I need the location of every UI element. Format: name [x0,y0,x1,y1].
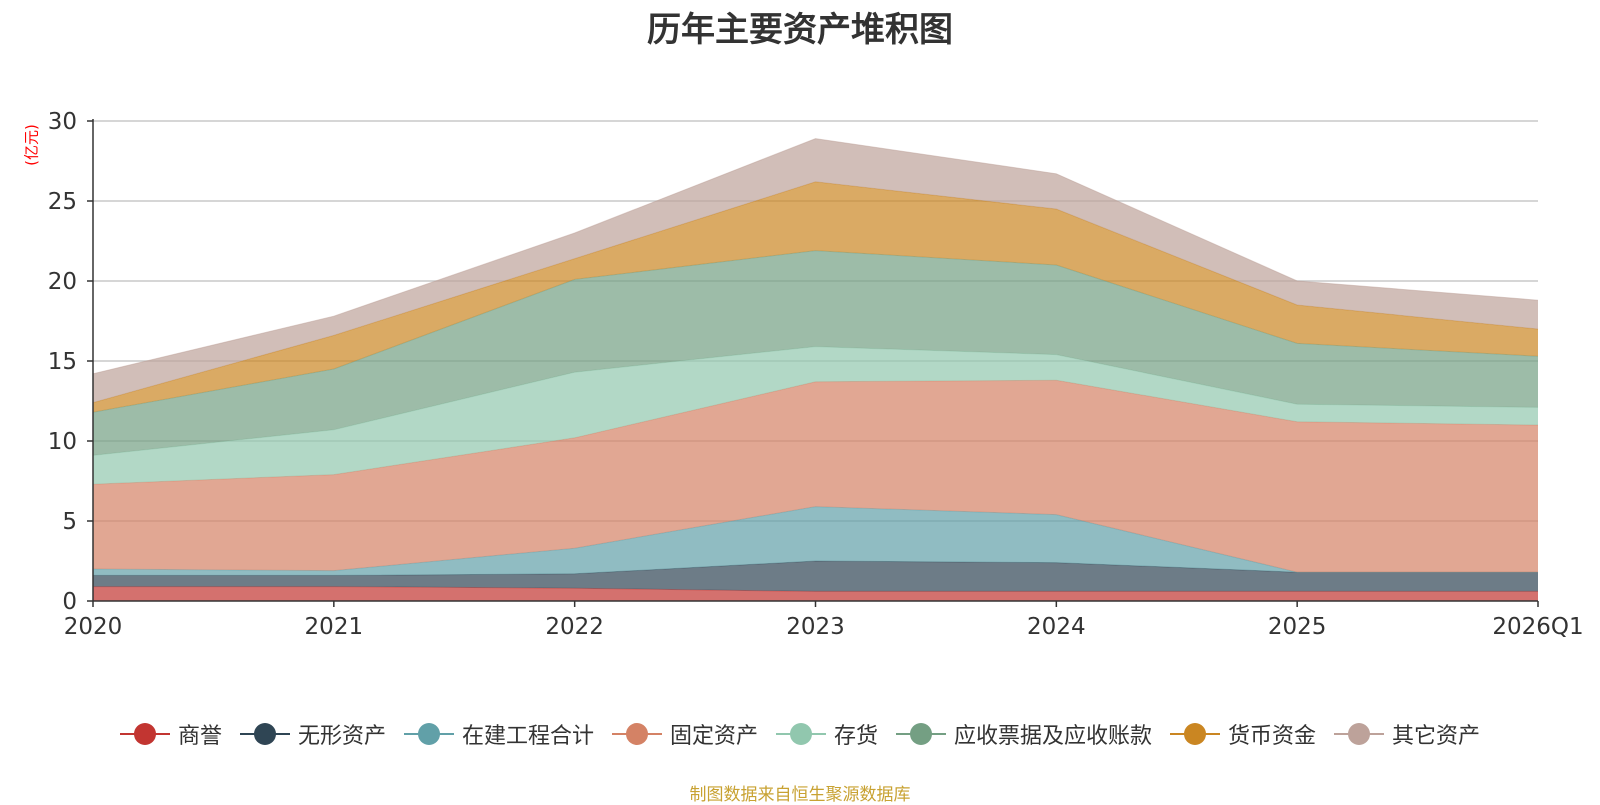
x-tick-label: 2023 [786,614,845,640]
area-series-5 [93,250,1538,456]
legend-marker-icon [239,722,290,746]
legend-marker-icon [1334,722,1385,746]
legend-marker-icon [403,722,454,746]
x-tick-label: 2021 [305,614,364,640]
y-tick-label: 10 [48,429,77,455]
x-tick-label: 2020 [64,614,123,640]
legend-label: 其它资产 [1392,724,1481,749]
area-series-1 [93,561,1538,592]
y-tick-label: 5 [62,509,77,535]
legend-item[interactable]: 无形资产 [239,718,386,750]
area-series-4 [93,346,1538,485]
legend-label: 货币资金 [1228,724,1317,749]
legend-label: 无形资产 [297,724,386,749]
legend-label: 应收票据及应收账款 [954,724,1153,749]
legend-label: 固定资产 [669,724,758,749]
legend-marker-icon [896,722,947,746]
x-tick-label: 2022 [545,614,604,640]
source-note: 制图数据来自恒生聚源数据库 [689,785,911,805]
legend-item[interactable]: 应收票据及应收账款 [896,718,1152,750]
x-tick-label: 2024 [1027,614,1086,640]
x-tick-label: 2025 [1268,614,1327,640]
legend-item[interactable]: 其它资产 [1334,718,1480,750]
area-series-6 [93,181,1538,413]
y-tick-label: 25 [48,189,77,215]
y-axis-unit-label: (亿元) [22,124,41,166]
area-series-7 [93,138,1538,403]
legend-marker-icon [1170,722,1221,746]
legend: 商誉 无形资产 在建工程合计 固定资产 存货 应收票据及应收账款 货币资金 其它资产 [0,716,1600,752]
y-tick-label: 15 [48,349,77,375]
area-series-0 [93,586,1538,601]
area-series-3 [93,380,1538,573]
legend-marker-icon [611,722,662,746]
legend-item[interactable]: 存货 [776,718,878,750]
area-series-2 [93,506,1538,576]
legend-item[interactable]: 固定资产 [611,718,758,750]
legend-label: 在建工程合计 [461,724,594,749]
y-tick-label: 20 [48,269,77,295]
series-line-7 [92,138,1539,375]
legend-label: 存货 [834,724,879,749]
x-tick-label: 2026Q1 [1492,614,1583,640]
legend-label: 商誉 [177,724,222,749]
legend-item[interactable]: 商誉 [119,718,222,750]
legend-item[interactable]: 货币资金 [1170,718,1316,750]
chart-title: 历年主要资产堆积图 [647,10,953,50]
legend-item[interactable]: 在建工程合计 [403,718,594,750]
y-tick-label: 30 [48,109,77,135]
legend-marker-icon [119,722,170,746]
stacked-areas [92,138,1539,601]
y-tick-label: 0 [62,589,77,615]
legend-marker-icon [776,722,826,746]
